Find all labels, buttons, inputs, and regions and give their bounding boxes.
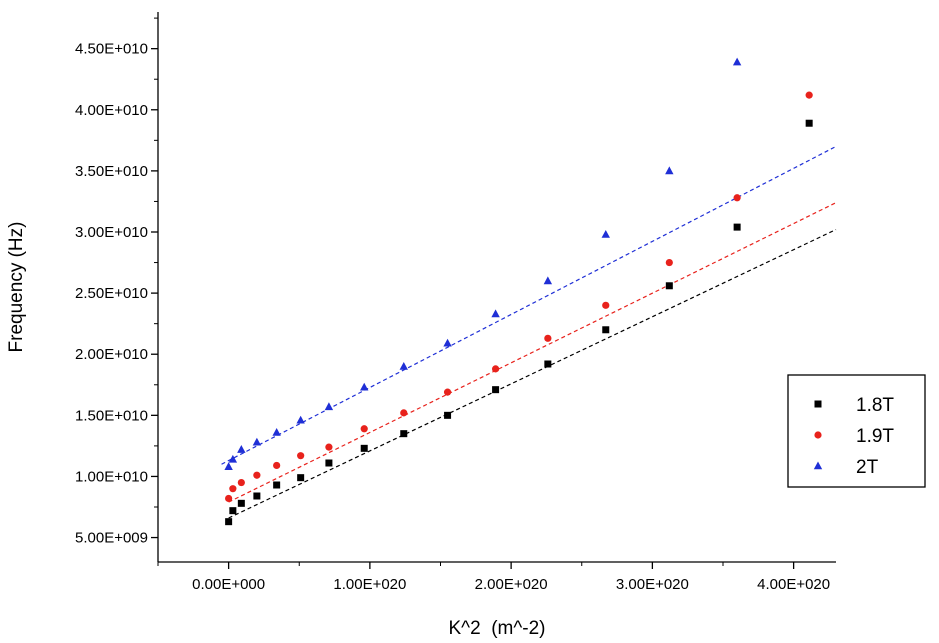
data-point-1-9t	[602, 301, 610, 309]
data-point-1-9t	[805, 91, 813, 99]
y-tick-label: 2.50E+010	[75, 285, 148, 302]
y-ticks: 5.00E+009 1.00E+010 1.50E+010 2.00E+010 2.50…	[75, 17, 158, 547]
x-tick-label: 4.00E+020	[757, 576, 830, 593]
data-point-2t	[296, 415, 305, 424]
data-point-1-8t	[325, 459, 333, 467]
data-point-2t	[543, 276, 553, 285]
fit-line-2t	[221, 145, 837, 465]
legend-box	[787, 374, 926, 488]
data-point-2t	[237, 445, 246, 453]
x-tick-label: 3.00E+020	[616, 576, 689, 593]
data-point-2t	[272, 427, 281, 436]
data-point-2t	[399, 361, 408, 370]
data-point-2t	[324, 402, 334, 411]
axes	[157, 12, 836, 563]
data-point-2t	[491, 309, 500, 318]
y-tick-label: 5.00E+009	[75, 530, 148, 547]
data-point-1-9t	[273, 461, 281, 470]
data-points	[224, 57, 813, 526]
data-point-1-9t	[229, 485, 237, 493]
data-point-1-8t	[665, 282, 673, 290]
y-tick-label: 1.00E+010	[75, 468, 148, 485]
data-point-1-9t	[225, 494, 233, 503]
data-point-1-9t	[733, 194, 741, 202]
data-point-2t	[601, 229, 610, 238]
y-axis-title: Frequency (Hz)	[6, 222, 27, 353]
y-tick-label: 1.50E+010	[75, 407, 148, 424]
legend-label-1-9t: 1.9T	[856, 426, 894, 447]
data-point-1-8t	[237, 499, 245, 507]
data-point-2t	[443, 338, 452, 347]
legend-label-1-8t: 1.8T	[856, 395, 894, 416]
fit-line-1-9t	[228, 202, 837, 503]
legend-marker-1-8t	[814, 400, 822, 408]
y-tick-label: 4.00E+010	[75, 102, 148, 119]
fit-lines	[221, 145, 837, 519]
data-point-1-8t	[225, 518, 233, 526]
data-point-1-9t	[665, 258, 673, 267]
data-point-1-9t	[325, 443, 333, 451]
data-point-2t	[224, 462, 233, 470]
data-point-1-9t	[400, 409, 408, 417]
data-point-2t	[360, 382, 369, 391]
data-point-1-8t	[733, 223, 741, 231]
x-tick-label: 0.00E+000	[192, 576, 265, 593]
fit-line-1-8t	[228, 229, 837, 519]
legend-marker-2t	[813, 461, 823, 470]
data-point-1-8t	[602, 326, 610, 334]
legend-marker-1-9t	[814, 431, 822, 439]
data-point-1-9t	[443, 388, 452, 396]
data-point-1-8t	[360, 444, 368, 452]
x-tick-label: 1.00E+020	[333, 576, 406, 593]
data-point-1-8t	[253, 492, 261, 500]
data-point-1-9t	[544, 334, 552, 342]
data-point-1-8t	[273, 481, 281, 489]
data-point-2t	[252, 437, 262, 446]
data-point-2t	[732, 57, 742, 66]
data-point-2t	[228, 454, 238, 463]
legend-label-2t: 2T	[856, 457, 879, 478]
data-point-1-8t	[544, 360, 552, 368]
data-point-1-9t	[491, 365, 500, 373]
data-point-2t	[665, 166, 674, 175]
data-point-1-8t	[400, 430, 408, 438]
data-point-1-8t	[444, 411, 452, 419]
data-point-1-9t	[297, 452, 305, 460]
data-point-1-8t	[492, 386, 500, 394]
data-point-1-8t	[297, 474, 305, 482]
data-point-1-8t	[229, 507, 237, 515]
y-tick-label: 3.00E+010	[75, 224, 148, 241]
legend: 1.8T 1.9T 2T	[787, 374, 926, 488]
data-point-1-8t	[805, 119, 813, 127]
x-ticks: 0.00E+000 1.00E+020 2.00E+020 3.00E+020 4.00…	[157, 562, 830, 593]
data-point-1-9t	[253, 471, 261, 479]
data-point-1-9t	[237, 478, 245, 487]
x-tick-label: 2.00E+020	[475, 576, 548, 593]
data-point-1-9t	[360, 425, 368, 433]
y-tick-label: 4.50E+010	[75, 41, 148, 58]
y-tick-label: 3.50E+010	[75, 163, 148, 180]
x-axis-title: K^2 (m^-2)	[448, 618, 545, 639]
y-tick-label: 2.00E+010	[75, 346, 148, 363]
